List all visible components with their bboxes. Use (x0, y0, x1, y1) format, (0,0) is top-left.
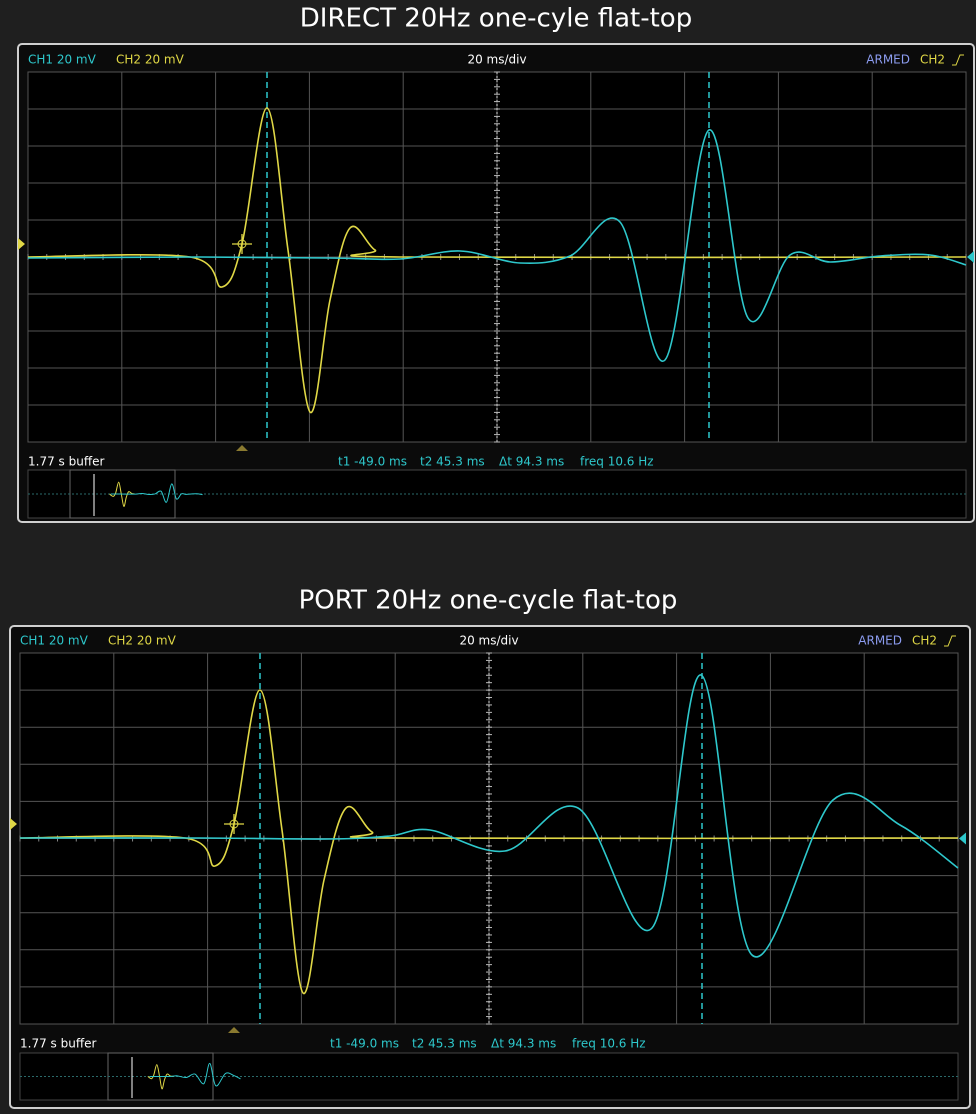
trigger-point (237, 239, 247, 249)
panel-title: PORT 20Hz one-cycle flat-top (299, 586, 678, 616)
measurement: freq 10.6 Hz (580, 455, 654, 469)
buffer-ch2 (109, 481, 135, 507)
timebase: 20 ms/div (459, 634, 518, 648)
trigger-edge-icon (952, 54, 964, 66)
trigger-position (236, 445, 248, 451)
measurement: t1 -49.0 ms (330, 1037, 399, 1051)
ch1-scale: CH1 20 mV (20, 634, 89, 648)
trigger-point (229, 819, 239, 829)
buffer-label: 1.77 s buffer (20, 1037, 96, 1051)
trigger-point (224, 814, 244, 834)
ch1-scale: CH1 20 mV (28, 53, 97, 67)
measurement: Δt 94.3 ms (499, 455, 564, 469)
ch1-level-marker (959, 832, 966, 845)
ch2-level-marker (18, 238, 25, 250)
trigger-status: ARMED (866, 53, 910, 67)
ch2-scale: CH2 20 mV (116, 53, 185, 67)
ch1-level-marker (967, 251, 974, 263)
trigger-point (232, 234, 252, 254)
ch1-trace (27, 129, 967, 362)
buffer-ch1 (110, 483, 203, 503)
measurement: Δt 94.3 ms (491, 1037, 556, 1051)
measurement: t2 45.3 ms (420, 455, 485, 469)
buffer-ch2 (147, 1064, 174, 1090)
ch2-trace (27, 107, 967, 413)
trigger-position (228, 1027, 240, 1033)
buffer-ch1 (149, 1062, 241, 1087)
ch2-scale: CH2 20 mV (108, 634, 177, 648)
trigger-source: CH2 (912, 634, 937, 648)
trigger-source: CH2 (920, 53, 945, 67)
trigger-edge-icon (944, 635, 956, 647)
measurement: t2 45.3 ms (412, 1037, 477, 1051)
timebase: 20 ms/div (467, 53, 526, 67)
ch1-trace (19, 674, 959, 958)
ch2-level-marker (10, 818, 17, 830)
ch2-trace (19, 689, 959, 994)
trigger-status: ARMED (858, 634, 902, 648)
measurement: t1 -49.0 ms (338, 455, 407, 469)
measurement: freq 10.6 Hz (572, 1037, 646, 1051)
buffer-label: 1.77 s buffer (28, 455, 104, 469)
panel-title: DIRECT 20Hz one-cyle flat-top (300, 4, 692, 34)
